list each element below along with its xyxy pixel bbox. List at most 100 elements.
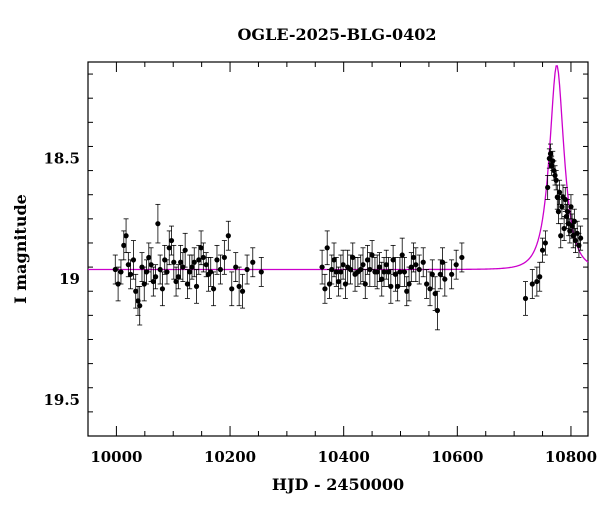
data-marker	[383, 262, 389, 268]
data-marker	[578, 235, 584, 241]
data-point	[399, 237, 405, 273]
data-point	[437, 259, 443, 290]
data-marker	[146, 254, 152, 261]
data-marker	[173, 278, 179, 285]
data-point	[333, 257, 339, 287]
data-point	[236, 266, 242, 307]
data-point	[542, 230, 548, 256]
data-marker	[442, 276, 448, 282]
data-point	[537, 261, 543, 292]
data-point	[449, 259, 455, 290]
data-marker	[369, 252, 375, 258]
data-marker	[155, 221, 161, 227]
data-point	[432, 276, 438, 311]
data-marker	[168, 237, 175, 244]
data-marker	[148, 262, 154, 268]
data-marker	[331, 257, 337, 263]
data-point	[187, 254, 193, 290]
data-point	[555, 199, 562, 225]
data-marker	[522, 295, 529, 302]
data-marker	[420, 259, 426, 265]
data-point	[198, 230, 204, 266]
data-marker	[191, 259, 197, 265]
data-point	[173, 266, 179, 297]
data-point	[178, 244, 184, 280]
data-marker	[385, 269, 392, 275]
data-marker	[338, 269, 344, 275]
data-marker	[229, 286, 235, 292]
data-marker	[137, 303, 143, 309]
data-marker	[379, 276, 385, 282]
data-marker	[340, 262, 346, 268]
data-point	[319, 249, 325, 285]
data-point	[244, 254, 250, 285]
data-point	[146, 242, 152, 273]
data-marker	[567, 228, 573, 234]
data-marker	[553, 177, 559, 183]
data-marker	[545, 184, 551, 191]
data-point	[554, 184, 560, 210]
data-marker	[413, 262, 419, 268]
data-point	[539, 237, 546, 263]
data-marker	[198, 245, 204, 251]
data-marker	[459, 254, 465, 261]
data-marker	[333, 269, 339, 275]
y-axis-label: I magnitude	[11, 194, 30, 304]
chart-title: OGLE-2025-BLG-0402	[237, 25, 436, 44]
data-point	[442, 261, 448, 297]
data-point	[258, 257, 264, 287]
data-marker	[563, 213, 570, 220]
data-marker	[123, 233, 129, 239]
data-marker	[429, 271, 435, 277]
data-marker	[189, 264, 195, 270]
data-marker	[182, 247, 188, 253]
data-point	[420, 247, 426, 278]
data-marker	[118, 269, 124, 275]
data-point	[459, 242, 465, 273]
data-point	[340, 249, 346, 280]
data-point	[189, 254, 195, 280]
model-layer	[88, 65, 589, 271]
data-point	[229, 271, 235, 307]
data-point	[379, 261, 385, 297]
data-point	[568, 194, 574, 220]
data-point	[239, 273, 246, 309]
data-point	[529, 269, 535, 299]
data-point	[369, 240, 375, 270]
data-marker	[404, 288, 410, 294]
data-marker	[115, 281, 121, 287]
x-tick-label: 10400	[318, 448, 370, 466]
data-point	[210, 271, 217, 307]
data-marker	[392, 271, 398, 277]
y-tick-label: 18.5	[43, 150, 80, 168]
data-point	[196, 244, 202, 275]
data-marker	[324, 245, 330, 251]
data-marker	[408, 264, 414, 270]
data-point	[424, 269, 430, 299]
data-marker	[552, 172, 558, 179]
data-marker	[150, 278, 156, 285]
data-point	[155, 203, 161, 244]
x-tick-label: 10000	[90, 448, 142, 466]
data-point	[522, 281, 529, 316]
data-points	[112, 143, 584, 331]
data-marker	[200, 254, 206, 261]
data-marker	[329, 266, 335, 273]
data-marker	[558, 233, 564, 239]
data-point	[406, 266, 412, 302]
data-marker	[187, 269, 193, 275]
data-marker	[576, 242, 582, 248]
data-point	[203, 252, 209, 278]
x-tick-label: 10800	[545, 448, 597, 466]
data-point	[118, 259, 124, 285]
data-point	[534, 266, 540, 297]
data-point	[360, 247, 366, 282]
y-tick-label: 19	[59, 270, 80, 288]
data-point	[553, 170, 559, 191]
x-axis-label: HJD - 2450000	[272, 475, 404, 494]
data-point	[166, 230, 172, 266]
data-marker	[121, 242, 127, 248]
data-marker	[130, 257, 137, 263]
data-point	[324, 230, 330, 266]
data-point	[157, 254, 163, 285]
